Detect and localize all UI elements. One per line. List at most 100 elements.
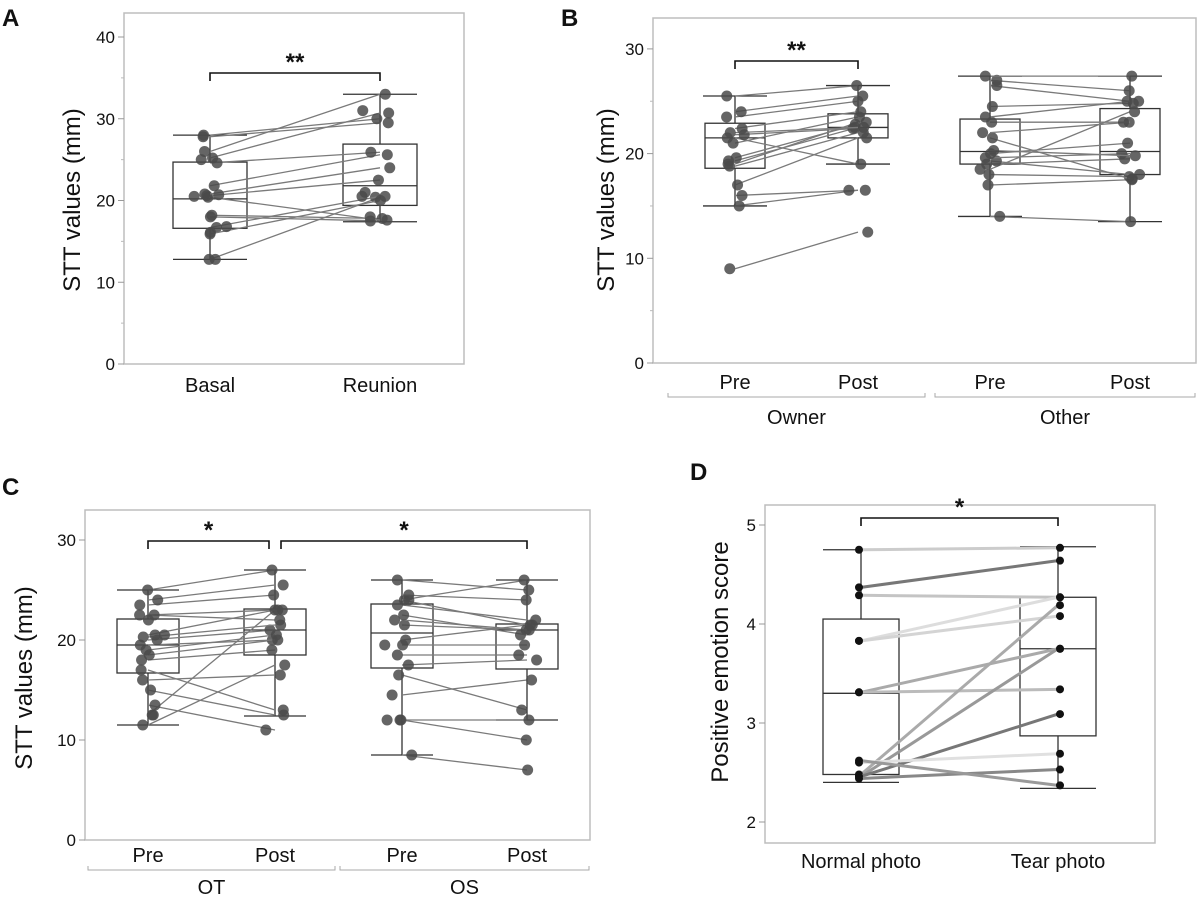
paired-line [860,759,1059,787]
data-point [855,774,863,783]
paired-line [401,624,528,641]
paired-line [989,79,1131,92]
significance-bracket [734,60,859,69]
significance-bracket [147,540,270,549]
y-tick-label: 20 [57,631,76,650]
data-point [721,90,733,102]
data-point [855,545,863,554]
data-point [1056,556,1064,565]
box-iqr [704,122,766,169]
paired-line [989,121,1131,134]
data-point [732,179,744,191]
significance-label: ** [286,49,305,76]
paired-line [401,579,528,601]
data-point [1056,685,1064,694]
x-category-label: Pre [974,372,1005,394]
data-point [134,609,146,621]
paired-line [209,216,381,222]
data-point [736,122,748,134]
x-category-label: Normal photo [801,851,921,873]
plot-frame [652,17,1197,364]
paired-line [209,154,381,187]
data-point [220,221,232,233]
paired-line [401,754,528,771]
data-point [206,209,218,221]
data-point [1129,150,1141,162]
panel-letter: B [561,5,578,32]
paired-line [401,614,528,636]
paired-line [209,167,381,195]
paired-line [989,111,1131,170]
data-point [272,634,284,646]
data-point [277,579,289,591]
data-point [195,154,207,166]
data-point [188,190,200,202]
data-point [523,714,535,726]
significance-bracket [209,72,381,81]
paired-line [147,594,276,606]
significance-label: * [955,494,965,521]
data-point [406,749,418,761]
paired-line [209,214,381,220]
data-point [979,111,991,123]
data-point [735,106,747,118]
paired-line [209,118,381,136]
paired-line [860,647,1059,694]
paired-line [147,674,276,681]
data-point [524,619,536,631]
data-point [522,764,534,776]
data-point [1126,173,1138,185]
paired-line [147,584,276,601]
data-point [1056,612,1064,621]
data-point [518,574,530,586]
data-point [268,589,280,601]
paired-line [401,659,528,666]
data-point [208,180,220,192]
panel-letter: C [2,474,19,501]
data-point [986,100,998,112]
data-point [400,634,412,646]
paired-line [209,196,381,221]
paired-line [989,179,1131,186]
data-point [862,226,874,238]
paired-line [860,614,1059,643]
x-category-label: Post [507,845,547,867]
y-tick-label: 30 [96,110,115,129]
data-point [204,226,216,238]
x-category-label: Post [255,845,295,867]
paired-line [147,569,276,591]
data-point [356,190,368,202]
panel-letter: D [690,459,707,486]
data-point [381,149,393,161]
data-point [391,649,403,661]
data-point [979,70,991,82]
data-point [986,132,998,144]
paired-line [147,639,276,646]
data-point [389,614,401,626]
paired-line [209,195,381,229]
data-point [386,689,398,701]
data-point [372,174,384,186]
y-axis-title: STT values (mm) [593,108,620,292]
paired-line [209,112,381,159]
y-tick-label: 0 [635,354,644,373]
y-axis-title: STT values (mm) [11,586,38,770]
data-point [857,90,869,102]
data-point [266,644,278,656]
paired-line [734,126,859,134]
x-category-label: Post [1110,372,1150,394]
y-tick-label: 2 [747,813,756,832]
data-point [381,714,393,726]
data-point [1056,749,1064,758]
paired-line [989,215,1131,223]
data-point [379,88,391,100]
data-point [1116,148,1128,160]
data-point [137,631,149,643]
paired-line [401,599,528,626]
data-point [1056,781,1064,790]
data-point [142,614,154,626]
paired-line [734,127,859,136]
y-tick-label: 30 [57,531,76,550]
significance-label: * [399,517,409,544]
